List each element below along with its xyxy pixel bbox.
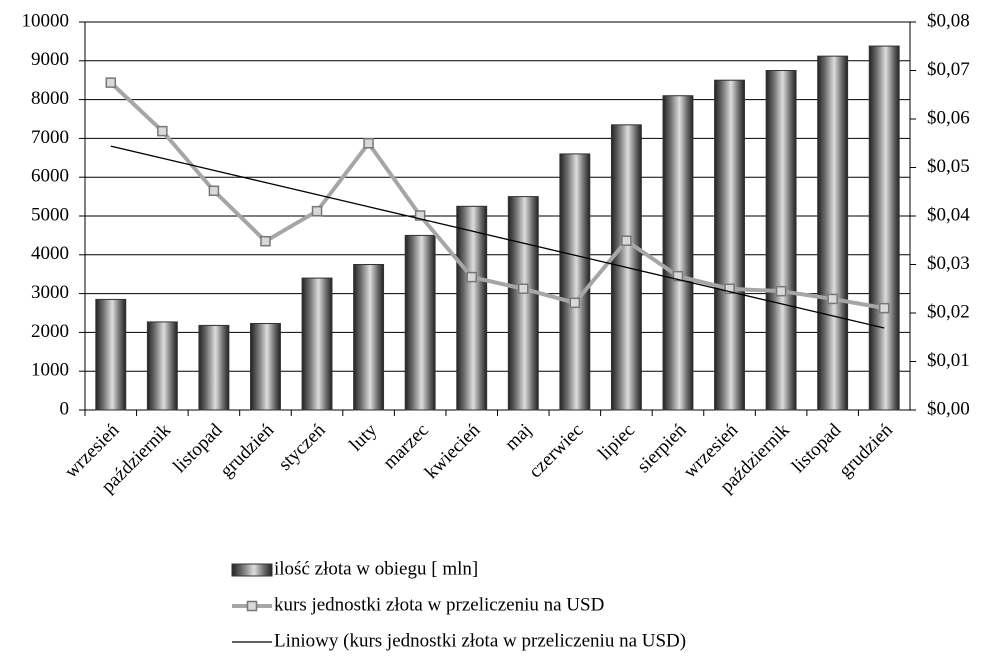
y2-tick-label: $0,01 (927, 350, 970, 371)
marker (569, 297, 581, 309)
bar (146, 321, 178, 411)
marker (466, 271, 477, 283)
y-tick-label: 3000 (31, 282, 69, 303)
bar (404, 234, 436, 411)
y2-tick-label: $0,06 (927, 107, 970, 128)
y-tick-label: 1000 (31, 360, 69, 381)
y2-tick-label: $0,08 (927, 10, 970, 31)
marker (878, 302, 890, 314)
bar (559, 153, 591, 411)
y-tick-label: 0 (60, 398, 70, 419)
bar (301, 277, 333, 411)
legend-swatch (231, 563, 273, 577)
bar (456, 205, 488, 411)
x-tick-label: styczeń (275, 419, 330, 474)
bar (765, 70, 797, 411)
marker (827, 293, 838, 305)
line (109, 81, 885, 311)
y-tick-label: 5000 (31, 204, 69, 225)
x-tick-label: grudzień (835, 419, 897, 481)
bar (250, 322, 281, 411)
marker (672, 270, 684, 282)
marker (157, 125, 168, 137)
y2-tick-label: $0,02 (927, 301, 970, 322)
bar (868, 45, 900, 411)
x-tick-label: grudzień (216, 419, 278, 481)
marker (724, 283, 735, 294)
bar (353, 264, 385, 411)
bar (817, 55, 849, 411)
y-tick-label: 4000 (31, 243, 69, 264)
marker (363, 138, 374, 149)
legend-label: ilość złota w obiegu [ mln] (274, 558, 478, 579)
marker (208, 185, 220, 197)
marker (414, 210, 426, 221)
y-tick-label: 7000 (31, 127, 69, 148)
marker (775, 285, 787, 297)
y-tick-label: 2000 (31, 321, 69, 342)
y2-tick-label: $0,00 (927, 398, 970, 419)
marker (621, 235, 632, 246)
bar (662, 95, 694, 411)
trend-line (110, 145, 885, 329)
x-tick-label: kwiecień (421, 419, 485, 483)
y2-tick-label: $0,03 (927, 253, 970, 274)
y-tick-label: 9000 (31, 49, 69, 70)
y-tick-label: 10000 (22, 10, 70, 31)
y2-tick-label: $0,04 (927, 204, 970, 225)
legend-marker (246, 600, 258, 612)
x-tick-label: czerwiec (525, 420, 588, 483)
marker (105, 77, 117, 88)
y-tick-label: 6000 (31, 166, 69, 187)
x-tick-label: lipiec (594, 420, 639, 465)
x-tick-label: luty (345, 419, 381, 455)
marker (518, 283, 529, 294)
marker (260, 235, 271, 247)
y-tick-label: 8000 (31, 88, 69, 109)
y2-tick-label: $0,07 (927, 59, 970, 80)
marker (311, 205, 323, 217)
legend-label: Liniowy (kurs jednostki złota w przelicz… (274, 630, 686, 651)
y2-tick-label: $0,05 (927, 156, 970, 177)
bar (95, 298, 127, 411)
bar (507, 196, 539, 411)
x-tick-label: maj (501, 420, 536, 455)
bar (198, 324, 230, 411)
legend-label: kurs jednostki złota w przeliczeniu na U… (274, 594, 604, 615)
bar (714, 79, 745, 411)
